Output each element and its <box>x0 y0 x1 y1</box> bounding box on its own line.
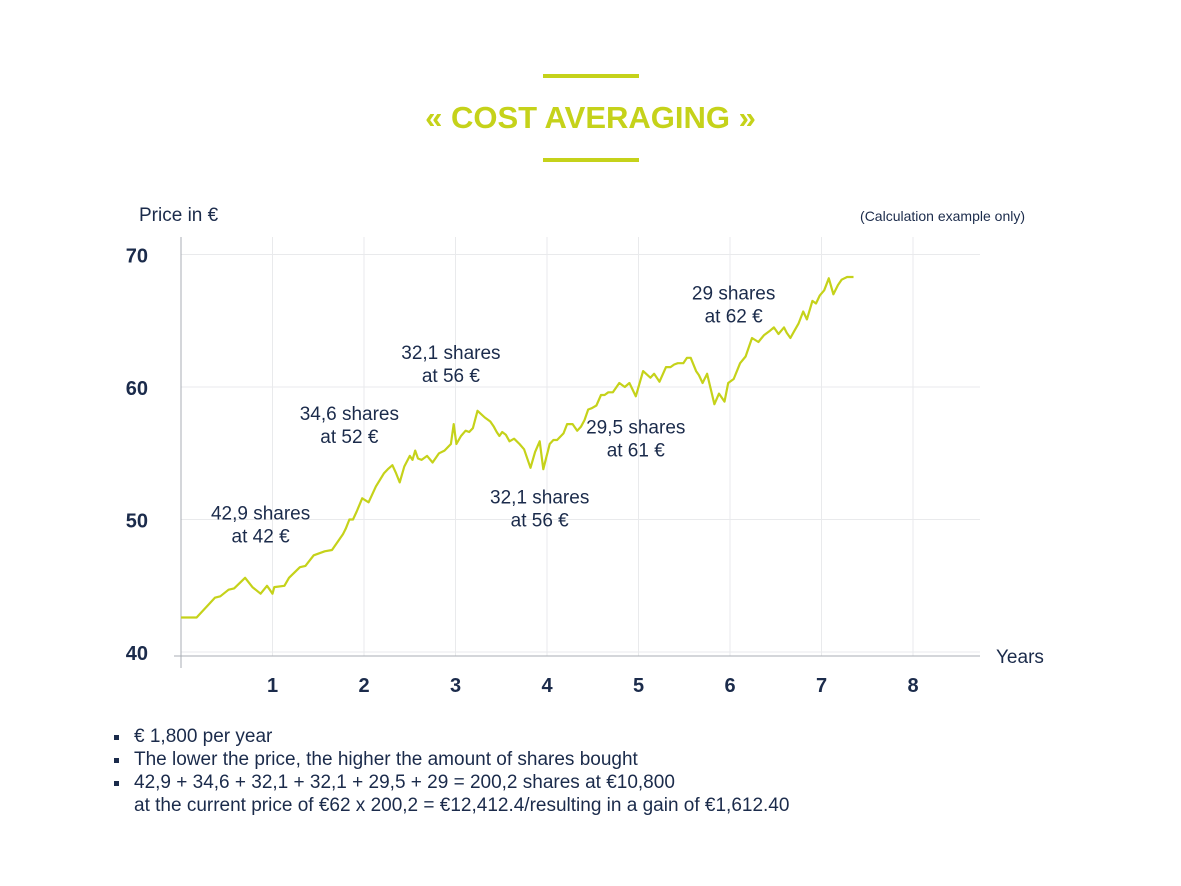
y-tick-label: 40 <box>126 643 148 665</box>
price-series <box>181 275 854 619</box>
annotation-shares: 34,6 shares <box>300 404 399 425</box>
y-tick-labels: 40 50 60 70 <box>126 246 148 666</box>
bullet-list: € 1,800 per year The lower the price, th… <box>112 725 789 817</box>
bullet-item: 42,9 + 34,6 + 32,1 + 32,1 + 29,5 + 29 = … <box>112 771 789 794</box>
annotation-price: at 61 € <box>607 440 666 461</box>
annotation-shares: 29,5 shares <box>586 417 685 438</box>
annotation-price: at 56 € <box>422 366 481 387</box>
axes <box>174 237 980 668</box>
y-tick-label: 50 <box>126 511 148 533</box>
annotation-price: at 42 € <box>232 527 291 548</box>
x-tick-label: 6 <box>724 675 735 697</box>
annotation-shares: 32,1 shares <box>401 343 500 364</box>
x-tick-label: 8 <box>907 675 918 697</box>
grid <box>181 237 980 656</box>
title-rule-top <box>542 74 639 78</box>
x-axis-label: Years <box>996 647 1044 668</box>
x-tick-label: 5 <box>633 675 644 697</box>
x-tick-label: 4 <box>541 675 553 697</box>
annotation-shares: 42,9 shares <box>211 504 310 525</box>
annotation-price: at 62 € <box>705 307 764 328</box>
bullet-item: € 1,800 per year <box>112 725 789 748</box>
bullet-item-continuation: at the current price of €62 x 200,2 = €1… <box>134 795 790 816</box>
x-tick-label: 2 <box>358 675 369 697</box>
page-title: « COST AVERAGING » <box>425 100 756 135</box>
x-tick-label: 7 <box>816 675 827 697</box>
y-tick-label: 60 <box>126 378 148 400</box>
y-axis-label: Price in € <box>139 205 219 226</box>
calculation-note: (Calculation example only) <box>860 208 1025 224</box>
series-line <box>181 275 854 619</box>
x-tick-label: 1 <box>267 675 278 697</box>
annotation-price: at 52 € <box>320 427 379 448</box>
annotation-shares: 29 shares <box>692 284 775 305</box>
title-block: « COST AVERAGING » <box>0 74 1181 162</box>
x-tick-label: 3 <box>450 675 461 697</box>
annotation-shares: 32,1 shares <box>490 488 589 509</box>
y-tick-label: 70 <box>126 246 148 268</box>
title-rule-bottom <box>542 158 639 162</box>
bullet-item: The lower the price, the higher the amou… <box>112 748 789 771</box>
annotation-price: at 56 € <box>511 511 570 532</box>
x-tick-labels: 1 2 3 4 5 6 7 8 <box>267 675 919 697</box>
